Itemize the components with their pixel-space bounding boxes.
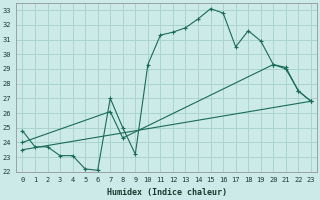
X-axis label: Humidex (Indice chaleur): Humidex (Indice chaleur) xyxy=(107,188,227,197)
